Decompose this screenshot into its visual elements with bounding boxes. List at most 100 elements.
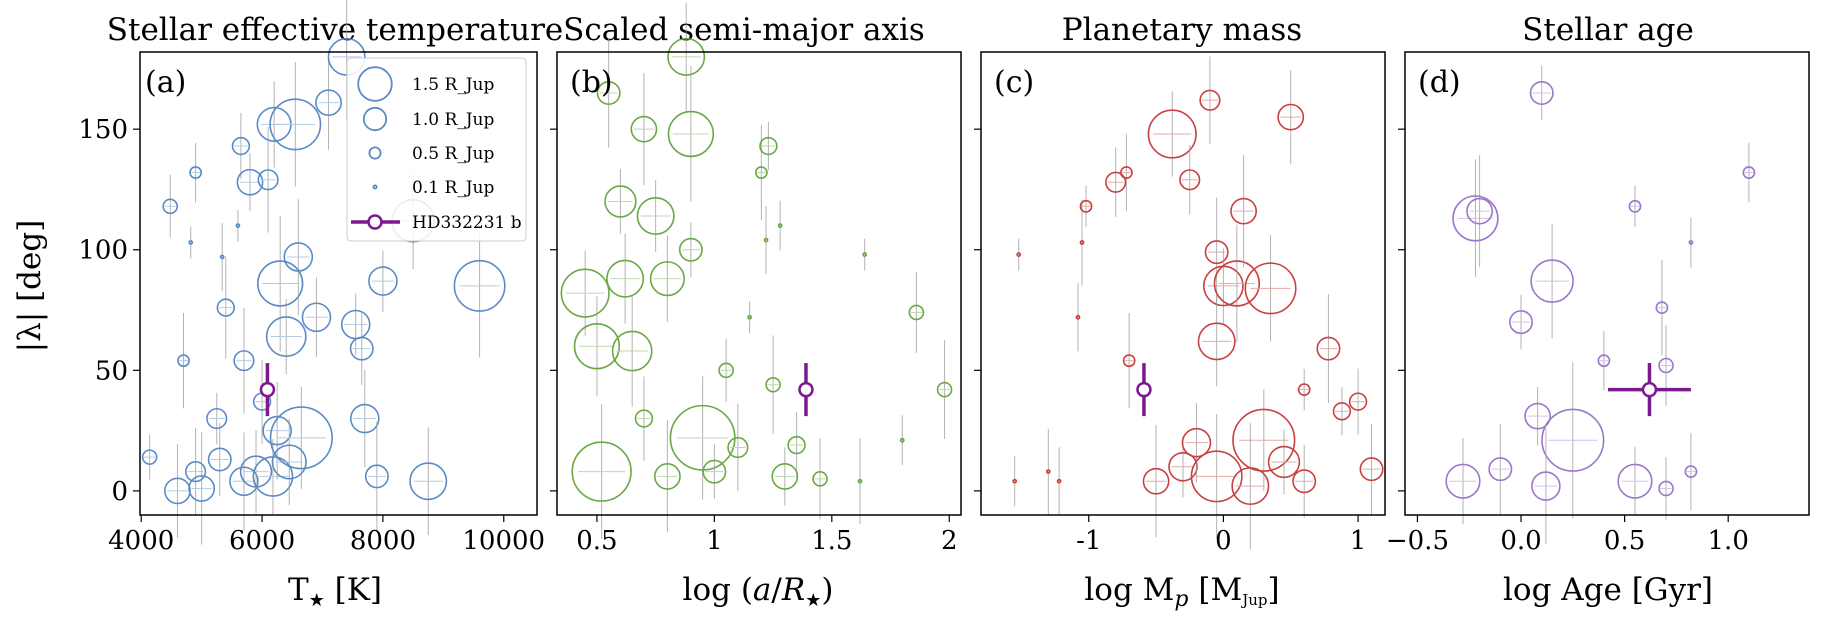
panel-b-planet-point [777,223,783,229]
panel-a-letter: (a) [145,65,186,100]
panel-b: Scaled semi-major axis (b) 0.5 1 1.5 2 log … [550,2,962,611]
panel-a-planet-point [409,462,448,501]
panel-a-frame [139,51,538,516]
y-axis-label-group: |λ| [deg] [12,220,48,353]
panel-a-planet-point [349,336,374,361]
panel-c-planet-point [1231,467,1270,506]
legend-size-marker [357,66,393,102]
panel-c-planet-point [1359,457,1384,482]
panel-d-planet-point [1541,408,1605,472]
panel-d-planet-point [1628,199,1642,213]
panel-b-planet-point [763,237,769,243]
panel-c-planet-point [1120,166,1133,179]
panel-b-letter: (b) [570,65,613,100]
panel-d-planet-point [1452,195,1499,242]
panel-b-planet-point [765,376,781,393]
panel-c-x-axis-label: log Mp [MJup] [1084,572,1279,612]
panel-c-planet-point [1181,427,1212,458]
panel-c: Planetary mass (c) -1 0 1 log Mp [MJup] [974,12,1386,612]
legend: 1.5 R_Jup 1.0 R_Jup 0.5 R_Jup 0.1 R_Jup HD33… [346,57,527,242]
panel-a-planet-point [207,447,232,472]
panel-b-planet-point [573,322,621,370]
y-tick-label: 50 [95,356,128,386]
panel-c-planet-point [1190,450,1243,503]
panel-b-planet-point [571,441,632,502]
panel-c-planet-point [1297,383,1311,397]
panel-b-frame [556,51,962,516]
panel-a-planet-point [231,136,251,156]
panel-a-planet-point [283,242,314,272]
y-tick-label: 0 [111,477,128,507]
panel-c-planet-point [1079,199,1093,213]
panel-a-planet-point [233,350,255,372]
panel-d-planet-point [1688,240,1694,245]
panel-b-x-tick-label: 2 [941,526,958,556]
panel-d-x-tick-label: 0.5 [1604,526,1645,556]
panel-a-planet-point [256,260,304,307]
panel-a-planet-point [271,444,307,480]
panel-a-x-axis-label: T★ [K] [288,572,382,611]
panel-a-planet-point [269,406,333,470]
panel-b-planet-point [560,268,610,318]
panel-b-planet-point [611,330,653,372]
panel-c-plot-area [1012,56,1384,549]
panel-d-planet-point [1658,480,1674,497]
panel-b-x-tick-label: 0.5 [576,526,617,556]
panel-c-planet-point [1075,314,1081,320]
panel-b-plot-area [560,2,953,539]
panel-d-planet-point [1617,463,1653,499]
panel-a-planet-point [236,168,264,196]
panel-a-planet-point [162,198,179,215]
panel-b-y-ticks [550,128,557,492]
panel-c-planet-point [1213,260,1261,307]
panel-a-planet-point [453,259,506,312]
panel-c-planet-point [1122,354,1136,368]
panel-c-planet-point [1012,478,1018,484]
panel-a-planet-point [364,464,389,489]
panel-b-x-tick-label: 1.5 [811,526,852,556]
panel-b-planet-point [634,409,654,428]
panel-a-planet-point [141,449,158,465]
panel-d-highlight-point [1641,381,1658,398]
panel-b-planet-point [596,80,621,105]
panel-c-frame [980,51,1386,516]
panel-b-planet-point [667,37,706,76]
panel-b-x-ticks: 0.5 1 1.5 2 [576,515,958,556]
panel-a-highlight-point [259,381,276,398]
panel-d-x-tick-label: 1.0 [1708,526,1749,556]
panel-d-planet-point [1445,463,1481,499]
panel-a-planet-point [262,415,292,446]
panel-a-planet-point [164,477,191,505]
panel-d-planet-point [1524,402,1551,430]
panel-b-planet-point [649,261,685,297]
panel-d-planet-point [1509,310,1534,335]
panel-d: Stellar age (d) −0.5 0.0 0.5 1.0 log Age [G… [1386,12,1810,608]
panel-c-planet-point [1292,469,1317,494]
panel-c-planet-point [1179,169,1201,191]
legend-frame [346,57,527,242]
panel-d-planet-point [1684,465,1698,478]
panel-a-planet-point [368,266,398,296]
panel-c-planet-point [1348,392,1368,411]
panel-d-planet-point [1531,471,1561,501]
panel-d-x-tick-label: −0.5 [1386,526,1449,556]
panel-a-planet-point [265,316,307,357]
panel-a-planet-point [188,240,194,245]
panel-c-planet-point [1168,451,1198,482]
panel-b-planet-point [862,252,868,257]
panel-a-x-tick-label: 8000 [350,526,416,556]
panel-b-planet-point [759,136,778,156]
panel-d-x-ticks: −0.5 0.0 0.5 1.0 [1386,515,1749,556]
panel-c-planet-point [1230,197,1258,225]
panel-a-x-tick-label: 10000 [462,526,545,556]
panel-d-letter: (d) [1418,65,1461,100]
panel-c-x-ticks: -1 0 1 [1076,515,1366,556]
panel-d-planet-point [1488,457,1513,482]
panel-a-planet-point [189,166,202,179]
panel-a-planet-point [301,302,332,333]
panel-a-planet-point [184,460,207,483]
panel-a-x-tick-label: 6000 [229,526,295,556]
panel-c-planet-point [1016,252,1022,257]
panel-c-highlight-point [1136,381,1152,398]
